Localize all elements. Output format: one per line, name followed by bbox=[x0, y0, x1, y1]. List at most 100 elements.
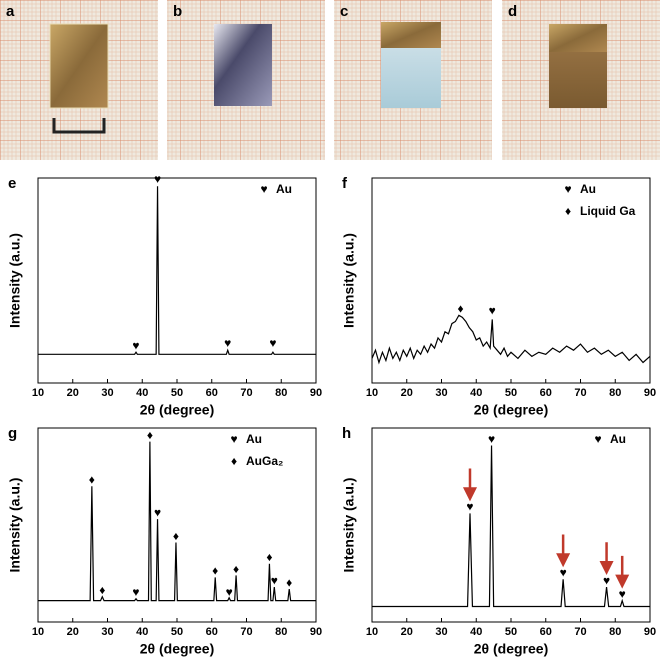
x-tick-label: 10 bbox=[366, 626, 378, 638]
x-tick-label: 70 bbox=[240, 387, 252, 399]
x-tick-label: 10 bbox=[32, 387, 44, 399]
panel-label: h bbox=[342, 425, 351, 442]
peak-marker: ♦ bbox=[212, 564, 218, 578]
peak-marker: ♥ bbox=[269, 336, 276, 350]
x-tick-label: 30 bbox=[101, 626, 113, 638]
peak-marker: ♥ bbox=[489, 303, 496, 317]
x-tick-label: 20 bbox=[67, 626, 79, 638]
legend-symbol: ♦ bbox=[231, 454, 237, 468]
x-tick-label: 80 bbox=[609, 626, 621, 638]
panel-label: a bbox=[6, 3, 15, 20]
photo-a: a bbox=[0, 0, 158, 160]
peak-marker: ♥ bbox=[132, 338, 139, 352]
legend-symbol: ♥ bbox=[564, 182, 571, 196]
x-tick-label: 40 bbox=[470, 626, 482, 638]
data-line bbox=[372, 445, 650, 608]
plot-frame bbox=[37, 177, 317, 384]
x-tick-label: 50 bbox=[505, 626, 517, 638]
data-line bbox=[38, 441, 316, 602]
x-tick-label: 70 bbox=[574, 626, 586, 638]
y-axis-label: Intensity (a.u.) bbox=[7, 478, 23, 573]
x-tick-label: 90 bbox=[310, 626, 322, 638]
panel-label: d bbox=[508, 3, 517, 20]
legend-label: Au bbox=[276, 182, 292, 196]
peak-arrow bbox=[556, 534, 571, 568]
x-tick-label: 20 bbox=[401, 387, 413, 399]
x-tick-label: 50 bbox=[505, 387, 517, 399]
x-tick-label: 80 bbox=[609, 387, 621, 399]
x-tick-label: 30 bbox=[435, 626, 447, 638]
peak-marker: ♥ bbox=[560, 566, 567, 580]
x-tick-label: 50 bbox=[171, 387, 183, 399]
x-tick-label: 80 bbox=[275, 387, 287, 399]
peak-marker: ♦ bbox=[286, 575, 292, 589]
photo-c: c bbox=[334, 0, 492, 160]
x-axis-label: 2θ (degree) bbox=[474, 402, 548, 418]
x-tick-label: 80 bbox=[275, 626, 287, 638]
peak-marker: ♥ bbox=[132, 585, 139, 599]
peak-arrow bbox=[599, 542, 614, 576]
x-tick-label: 10 bbox=[366, 387, 378, 399]
peak-marker: ♥ bbox=[603, 573, 610, 587]
legend-label: Au bbox=[580, 182, 596, 196]
x-tick-label: 40 bbox=[136, 626, 148, 638]
y-axis-label: Intensity (a.u.) bbox=[7, 233, 23, 328]
peak-marker: ♥ bbox=[271, 573, 278, 587]
peak-marker: ♥ bbox=[488, 432, 495, 446]
x-tick-label: 90 bbox=[644, 387, 656, 399]
peak-arrow bbox=[462, 468, 478, 502]
panel-label: g bbox=[8, 425, 17, 442]
peak-marker: ♦ bbox=[147, 428, 153, 442]
legend-symbol: ♦ bbox=[565, 204, 571, 218]
x-tick-label: 90 bbox=[310, 387, 322, 399]
x-tick-label: 60 bbox=[540, 387, 552, 399]
x-tick-label: 70 bbox=[240, 626, 252, 638]
photo-d: d bbox=[502, 0, 660, 160]
x-tick-label: 90 bbox=[644, 626, 656, 638]
legend-label: Au bbox=[246, 432, 262, 446]
x-axis-label: 2θ (degree) bbox=[140, 402, 214, 418]
y-axis-label: Intensity (a.u.) bbox=[341, 233, 357, 328]
x-tick-label: 20 bbox=[67, 387, 79, 399]
peak-marker: ♥ bbox=[226, 585, 233, 599]
x-tick-label: 40 bbox=[136, 387, 148, 399]
x-tick-label: 30 bbox=[101, 387, 113, 399]
legend-label: Au bbox=[610, 432, 626, 446]
legend-symbol: ♥ bbox=[230, 432, 237, 446]
peak-marker: ♥ bbox=[619, 587, 626, 601]
plot-frame bbox=[371, 427, 651, 623]
x-tick-label: 30 bbox=[435, 387, 447, 399]
peak-marker: ♦ bbox=[266, 550, 272, 564]
panel-label: c bbox=[340, 3, 348, 20]
peak-arrow bbox=[615, 555, 630, 589]
peak-marker: ♦ bbox=[173, 529, 179, 543]
panel-label: b bbox=[173, 3, 182, 20]
x-tick-label: 20 bbox=[401, 626, 413, 638]
peak-marker: ♥ bbox=[224, 336, 231, 350]
peak-marker: ♥ bbox=[466, 500, 473, 514]
panel-label: e bbox=[8, 175, 16, 192]
peak-marker: ♥ bbox=[154, 506, 161, 520]
x-tick-label: 50 bbox=[171, 626, 183, 638]
peak-marker: ♦ bbox=[89, 473, 95, 487]
legend-label: Liquid Ga bbox=[580, 204, 636, 218]
photo-b: b bbox=[167, 0, 325, 160]
legend-symbol: ♥ bbox=[260, 182, 267, 196]
x-tick-label: 60 bbox=[540, 626, 552, 638]
x-tick-label: 60 bbox=[206, 387, 218, 399]
data-line bbox=[38, 186, 316, 355]
legend-label: AuGa₂ bbox=[246, 454, 283, 468]
x-tick-label: 40 bbox=[470, 387, 482, 399]
x-tick-label: 10 bbox=[32, 626, 44, 638]
x-tick-label: 70 bbox=[574, 387, 586, 399]
peak-marker: ♦ bbox=[233, 562, 239, 576]
x-axis-label: 2θ (degree) bbox=[140, 641, 214, 657]
data-line bbox=[371, 314, 651, 365]
panel-label: f bbox=[342, 175, 348, 192]
peak-marker: ♦ bbox=[458, 301, 464, 315]
legend-symbol: ♥ bbox=[594, 432, 601, 446]
x-axis-label: 2θ (degree) bbox=[474, 641, 548, 657]
x-tick-label: 60 bbox=[206, 626, 218, 638]
peak-marker: ♦ bbox=[99, 583, 105, 597]
